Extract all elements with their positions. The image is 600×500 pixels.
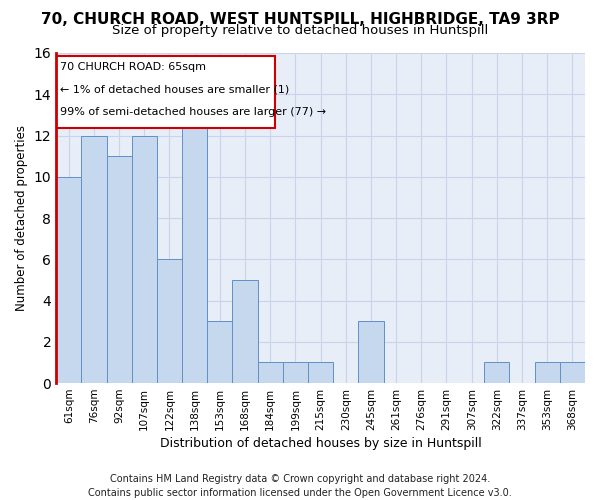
Bar xyxy=(107,156,132,383)
Bar xyxy=(358,321,383,383)
Bar xyxy=(560,362,585,383)
Text: 70, CHURCH ROAD, WEST HUNTSPILL, HIGHBRIDGE, TA9 3RP: 70, CHURCH ROAD, WEST HUNTSPILL, HIGHBRI… xyxy=(41,12,559,26)
Text: ← 1% of detached houses are smaller (1): ← 1% of detached houses are smaller (1) xyxy=(60,85,289,95)
Text: Size of property relative to detached houses in Huntspill: Size of property relative to detached ho… xyxy=(112,24,488,37)
Bar xyxy=(157,260,182,383)
X-axis label: Distribution of detached houses by size in Huntspill: Distribution of detached houses by size … xyxy=(160,437,481,450)
Bar xyxy=(484,362,509,383)
Text: Contains HM Land Registry data © Crown copyright and database right 2024.
Contai: Contains HM Land Registry data © Crown c… xyxy=(88,474,512,498)
Bar xyxy=(283,362,308,383)
Bar xyxy=(56,177,82,383)
Text: 70 CHURCH ROAD: 65sqm: 70 CHURCH ROAD: 65sqm xyxy=(60,62,206,72)
Bar xyxy=(182,115,207,383)
Bar xyxy=(535,362,560,383)
Bar xyxy=(257,362,283,383)
FancyBboxPatch shape xyxy=(56,56,275,128)
Bar xyxy=(82,136,107,383)
Bar xyxy=(308,362,333,383)
Bar xyxy=(132,136,157,383)
Y-axis label: Number of detached properties: Number of detached properties xyxy=(15,125,28,311)
Bar xyxy=(207,321,232,383)
Bar xyxy=(232,280,257,383)
Text: 99% of semi-detached houses are larger (77) →: 99% of semi-detached houses are larger (… xyxy=(60,108,326,118)
